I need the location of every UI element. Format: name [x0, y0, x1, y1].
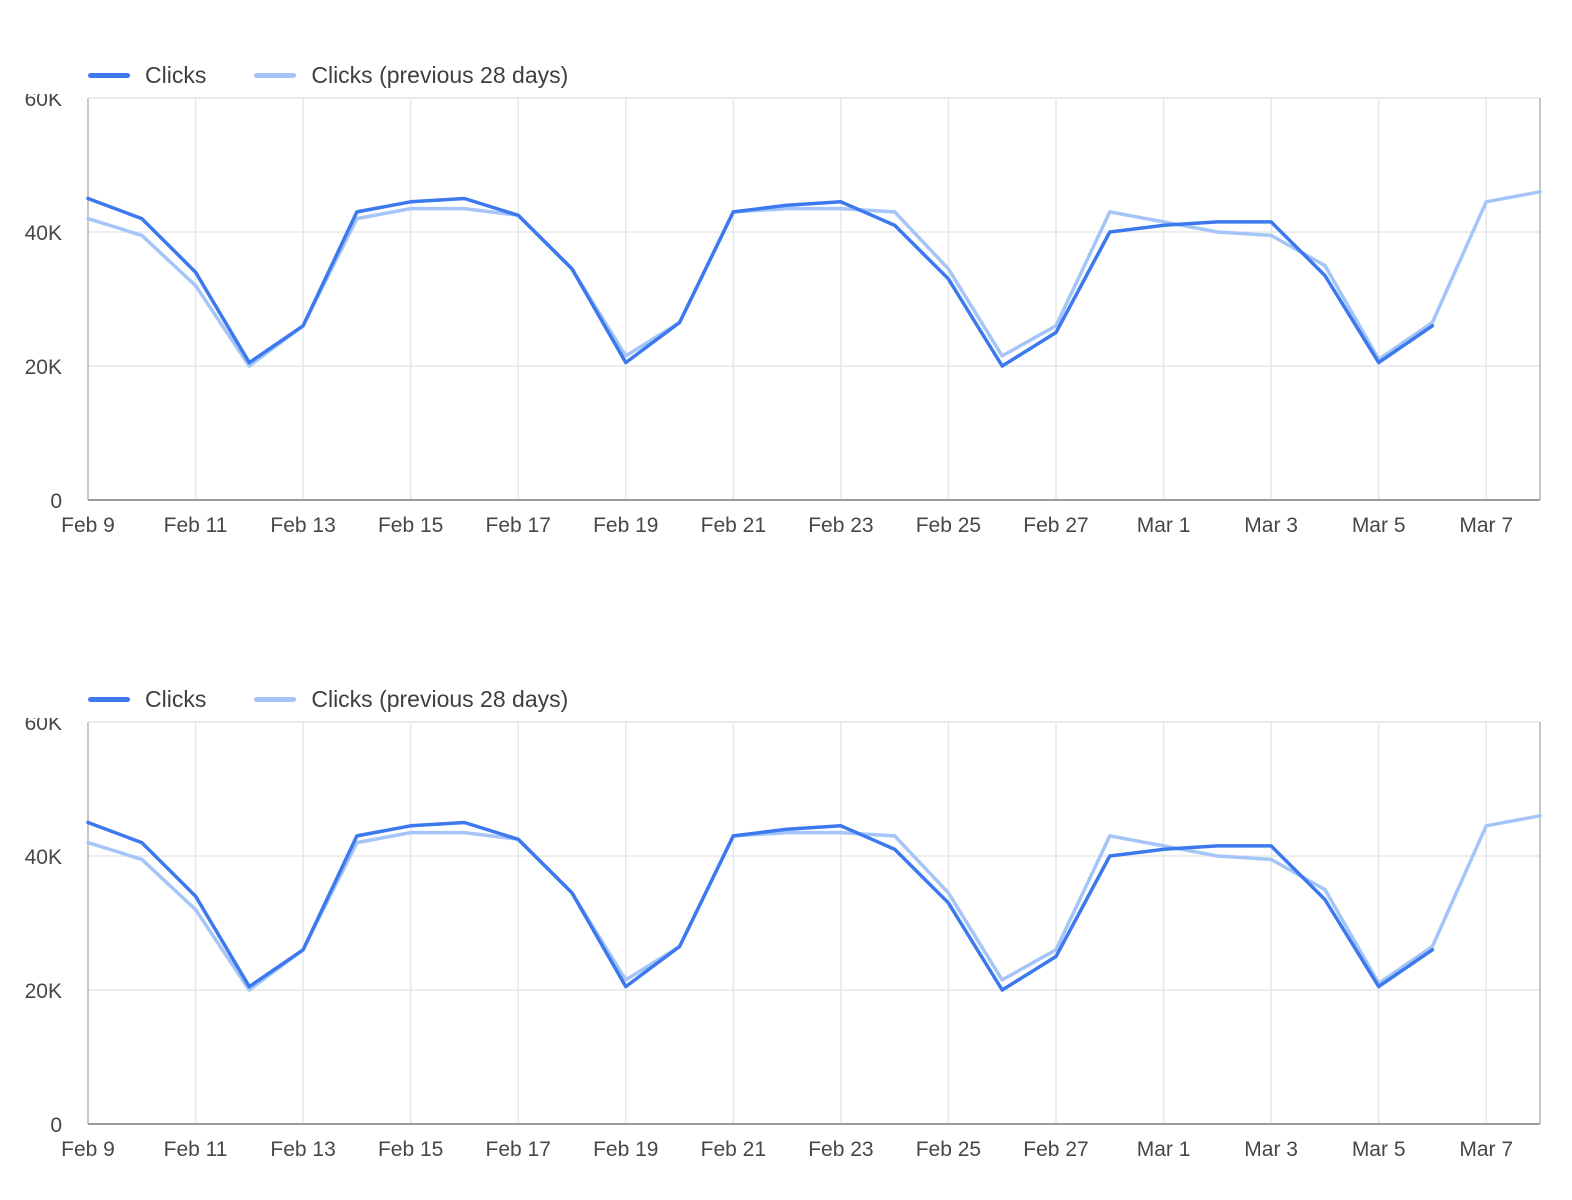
y-tick-label: 0 — [50, 1114, 62, 1137]
x-tick-label: Feb 11 — [164, 514, 228, 537]
series-line-clicks — [86, 196, 1435, 368]
legend: Clicks Clicks (previous 28 days) — [88, 680, 1572, 718]
series-line-clicks-previous-28-days — [86, 190, 1542, 368]
y-tick-label: 60K — [25, 94, 62, 111]
legend: Clicks Clicks (previous 28 days) — [88, 56, 1572, 94]
x-tick-label: Feb 19 — [593, 514, 658, 537]
y-tick-label: 20K — [25, 356, 62, 379]
x-tick-label: Mar 7 — [1459, 514, 1513, 537]
x-tick-label: Mar 1 — [1137, 514, 1191, 537]
x-tick-label: Feb 27 — [1023, 1138, 1088, 1161]
legend-label-clicks: Clicks — [145, 61, 207, 88]
legend-label-clicks-previous: Clicks (previous 28 days) — [311, 61, 569, 88]
x-tick-label: Feb 27 — [1023, 514, 1088, 537]
x-tick-label: Feb 11 — [164, 1138, 228, 1161]
y-tick-label: 20K — [25, 980, 62, 1003]
y-tick-label: 40K — [25, 222, 62, 245]
legend-label-clicks-previous: Clicks (previous 28 days) — [311, 685, 569, 712]
x-tick-label: Feb 21 — [701, 1138, 766, 1161]
y-tick-label: 0 — [50, 490, 62, 513]
x-tick-label: Feb 17 — [486, 514, 551, 537]
x-tick-label: Feb 21 — [701, 514, 766, 537]
x-tick-label: Feb 15 — [378, 1138, 443, 1161]
x-tick-label: Feb 13 — [270, 1138, 335, 1161]
x-tick-label: Feb 17 — [486, 1138, 551, 1161]
x-tick-label: Feb 9 — [61, 1138, 115, 1161]
x-tick-label: Mar 3 — [1244, 1138, 1298, 1161]
x-tick-label: Feb 15 — [378, 514, 443, 537]
x-tick-label: Mar 3 — [1244, 514, 1298, 537]
legend-item-clicks-previous[interactable]: Clicks (previous 28 days) — [254, 62, 568, 89]
clicks-swatch-icon — [88, 72, 130, 78]
clicks-previous-swatch-icon — [254, 696, 297, 702]
y-tick-label: 40K — [25, 846, 62, 869]
series-line-clicks-previous-28-days — [86, 814, 1542, 992]
x-tick-label: Feb 25 — [916, 514, 981, 537]
legend-label-clicks: Clicks — [145, 685, 207, 712]
clicks-swatch-icon — [88, 696, 130, 702]
x-tick-label: Feb 25 — [916, 1138, 981, 1161]
x-tick-label: Mar 5 — [1352, 1138, 1406, 1161]
line-chart-plot-area[interactable]: 0 20K 40K 60K Feb 9 Feb 11 Feb 13 Feb 15 Feb 17 F… — [0, 718, 1572, 1170]
line-chart-plot-area[interactable]: 0 20K 40K 60K Feb 9 Feb 11 Feb 13 Feb 15 Feb 17 F… — [0, 94, 1572, 546]
legend-item-clicks[interactable]: Clicks — [88, 686, 206, 713]
legend-item-clicks-previous[interactable]: Clicks (previous 28 days) — [254, 686, 568, 713]
clicks-chart-top: Clicks Clicks (previous 28 days) 0 20K 40K… — [0, 56, 1572, 546]
x-tick-label: Mar 7 — [1459, 1138, 1513, 1161]
legend-item-clicks[interactable]: Clicks — [88, 62, 206, 89]
clicks-previous-swatch-icon — [254, 72, 297, 78]
x-tick-label: Feb 13 — [270, 514, 335, 537]
series-line-clicks — [86, 820, 1435, 992]
x-tick-label: Mar 5 — [1352, 514, 1406, 537]
x-tick-label: Mar 1 — [1137, 1138, 1191, 1161]
x-tick-label: Feb 19 — [593, 1138, 658, 1161]
x-tick-label: Feb 23 — [808, 1138, 873, 1161]
x-tick-label: Feb 9 — [61, 514, 115, 537]
clicks-chart-bottom: Clicks Clicks (previous 28 days) 0 20K 40K… — [0, 680, 1572, 1170]
y-tick-label: 60K — [25, 718, 62, 735]
x-tick-label: Feb 23 — [808, 514, 873, 537]
